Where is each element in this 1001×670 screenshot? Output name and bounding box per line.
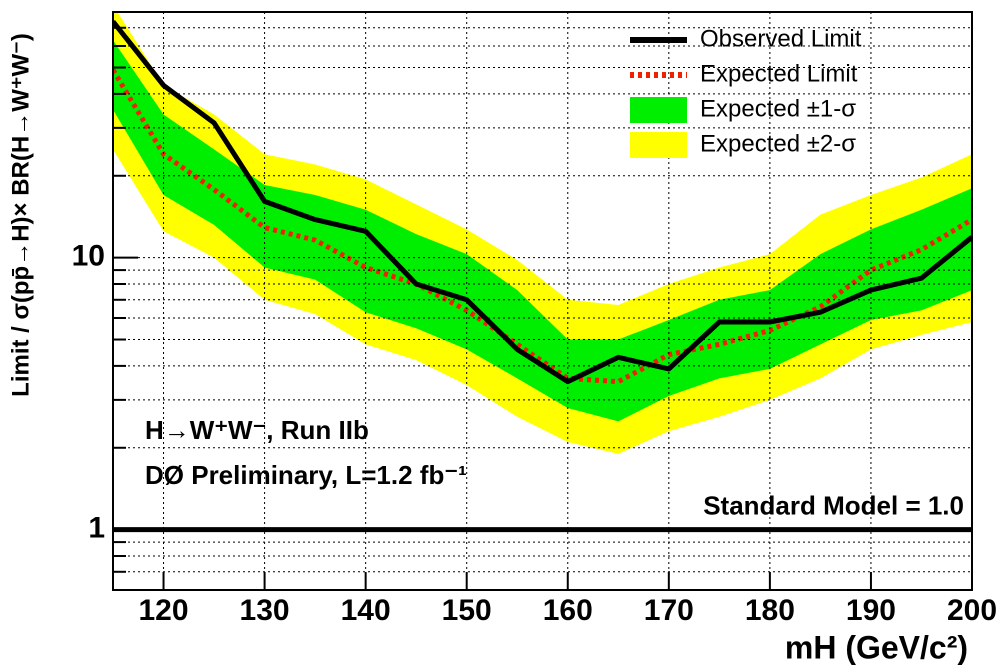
reference-label: Standard Model = 1.0: [703, 491, 964, 521]
y-tick-label: 1: [88, 512, 105, 545]
series-line: [113, 19, 972, 385]
x-tick-label: 130: [240, 594, 290, 627]
plot-frame: [112, 11, 973, 591]
legend-label: Expected Limit: [700, 60, 858, 87]
band: [113, 40, 972, 422]
series-line: [113, 68, 972, 385]
legend-label: Expected ±2-σ: [700, 130, 856, 157]
x-axis-title: mH (GeV/c²): [785, 629, 968, 665]
plot-area: [113, 12, 972, 454]
x-tick-label: 120: [138, 594, 188, 627]
legend-swatch: [630, 97, 687, 123]
x-tick-label: 140: [341, 594, 391, 627]
annotation: DØ Preliminary, L=1.2 fb⁻¹: [145, 460, 467, 490]
annotation: H→W⁺W⁻, Run IIb: [145, 415, 369, 445]
y-axis-title: Limit / σ(pp̄→H)× BR(H→W⁺W⁻): [7, 33, 34, 397]
legend-label: Expected ±1-σ: [700, 95, 856, 122]
x-tick-label: 150: [442, 594, 492, 627]
x-tick-label: 160: [543, 594, 593, 627]
legend-swatch: [630, 132, 687, 158]
x-tick-label: 200: [947, 594, 997, 627]
y-tick-label: 10: [72, 240, 105, 273]
x-tick-label: 190: [846, 594, 896, 627]
x-tick-label: 180: [745, 594, 795, 627]
legend-label: Observed Limit: [700, 25, 862, 52]
x-tick-label: 170: [644, 594, 694, 627]
